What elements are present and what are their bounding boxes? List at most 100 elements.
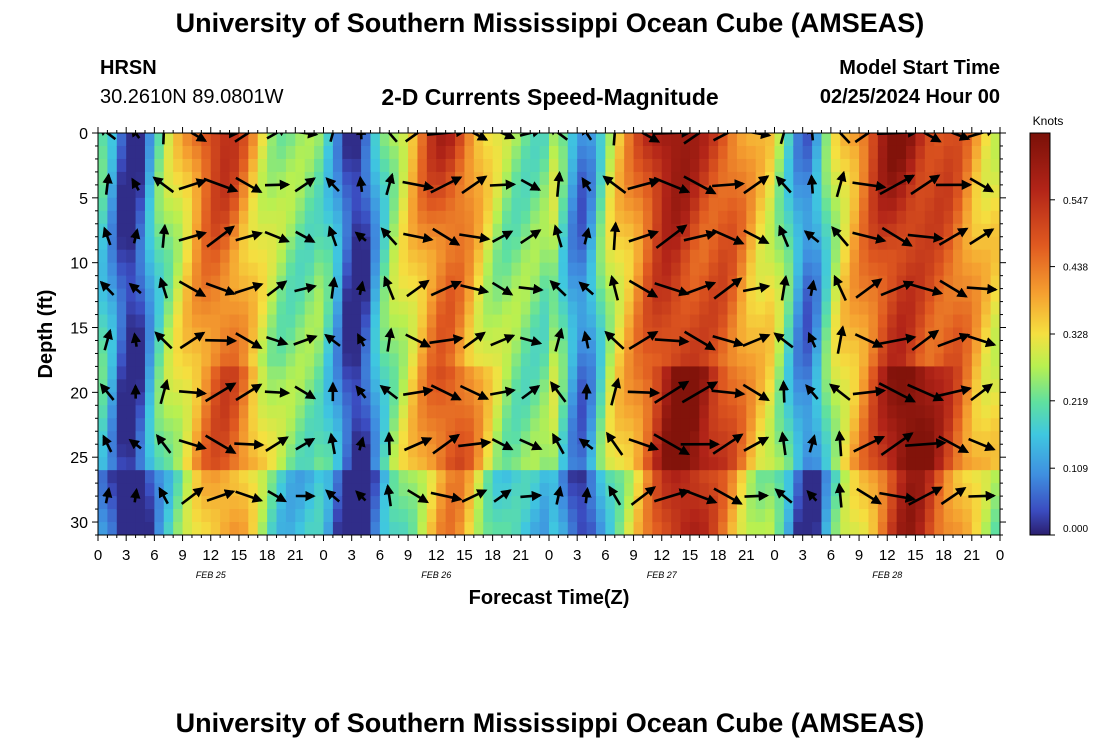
- heatmap-cell: [849, 366, 860, 380]
- heatmap-cell: [436, 223, 447, 238]
- heatmap-cell: [840, 431, 851, 445]
- x-tick-label: 12: [202, 547, 219, 564]
- current-vector-arrow: [628, 279, 659, 298]
- heatmap-cell: [558, 522, 569, 535]
- heatmap-cell: [379, 470, 390, 484]
- heatmap-cell: [332, 210, 343, 225]
- heatmap-cell: [182, 171, 193, 186]
- heatmap-cell: [821, 483, 832, 497]
- heatmap-cell: [887, 431, 898, 445]
- heatmap-cell: [605, 314, 616, 329]
- heatmap-cell: [107, 210, 118, 225]
- heatmap-cell: [361, 340, 372, 355]
- heatmap-cell: [868, 457, 879, 471]
- heatmap-cell: [173, 133, 184, 147]
- heatmap-cell: [285, 249, 296, 264]
- heatmap-cell: [953, 405, 964, 419]
- heatmap-cell: [605, 262, 616, 277]
- heatmap-cell: [586, 301, 597, 316]
- heatmap-cell: [314, 327, 325, 342]
- heatmap-cell: [464, 418, 475, 432]
- current-vector-arrow: [519, 438, 543, 451]
- heatmap-cell: [191, 314, 202, 329]
- heatmap-cell: [116, 431, 127, 445]
- heatmap-cell: [840, 379, 851, 393]
- heatmap-cell: [671, 470, 682, 484]
- heatmap-cell: [765, 340, 776, 355]
- heatmap-cell: [455, 301, 466, 316]
- heatmap-cell: [699, 509, 710, 523]
- heatmap-cell: [812, 509, 823, 523]
- heatmap-cell: [671, 184, 682, 199]
- heatmap-cell: [398, 418, 409, 432]
- heatmap-cell: [699, 431, 710, 445]
- heatmap-cell: [285, 483, 296, 497]
- heatmap-cell: [379, 405, 390, 419]
- heatmap-cell: [107, 379, 118, 393]
- heatmap-cell: [859, 210, 870, 225]
- heatmap-cell: [116, 470, 127, 484]
- heatmap-cell: [774, 236, 785, 251]
- heatmap-cell: [464, 509, 475, 523]
- current-vector-arrow: [154, 331, 173, 350]
- heatmap-cell: [642, 158, 653, 173]
- heatmap-cell: [689, 236, 700, 251]
- heatmap-cell: [699, 158, 710, 173]
- heatmap-cell: [520, 236, 531, 251]
- current-vector-arrow: [743, 436, 770, 452]
- heatmap-cell: [361, 262, 372, 277]
- heatmap-cell: [361, 171, 372, 186]
- heatmap-cell: [953, 236, 964, 251]
- heatmap-cell: [953, 133, 964, 147]
- heatmap-cell: [746, 223, 757, 238]
- heatmap-cell: [755, 496, 766, 510]
- heatmap-cell: [502, 470, 513, 484]
- heatmap-cell: [257, 145, 268, 160]
- heatmap-cell: [793, 262, 804, 277]
- heatmap-cell: [201, 145, 212, 160]
- heatmap-cell: [586, 405, 597, 419]
- heatmap-cell: [389, 340, 400, 355]
- heatmap-cell: [539, 405, 550, 419]
- heatmap-cell: [821, 327, 832, 342]
- heatmap-cell: [163, 210, 174, 225]
- heatmap-cell: [877, 314, 888, 329]
- heatmap-cell: [229, 314, 240, 329]
- heatmap-cell: [849, 275, 860, 290]
- heatmap-cell: [577, 418, 588, 432]
- heatmap-cell: [887, 496, 898, 510]
- heatmap-cell: [173, 418, 184, 432]
- heatmap-cell: [379, 353, 390, 368]
- heatmap-cell: [173, 522, 184, 535]
- heatmap-cell: [163, 392, 174, 406]
- heatmap-cell: [981, 431, 992, 445]
- x-tick-label: 6: [827, 547, 835, 564]
- heatmap-cell: [849, 405, 860, 419]
- heatmap-cell: [511, 288, 522, 303]
- heatmap-cell: [661, 171, 672, 186]
- heatmap-cell: [248, 301, 259, 316]
- heatmap-cell: [661, 444, 672, 458]
- current-vector-arrow: [606, 431, 624, 456]
- heatmap-cell: [408, 340, 419, 355]
- heatmap-cell: [98, 418, 108, 432]
- heatmap-cell: [812, 379, 823, 393]
- heatmap-cell: [285, 197, 296, 212]
- heatmap-cell: [455, 483, 466, 497]
- heatmap-cell: [107, 301, 118, 316]
- heatmap-cell: [793, 327, 804, 342]
- heatmap-cell: [755, 262, 766, 277]
- heatmap-cell: [699, 288, 710, 303]
- heatmap-cell: [558, 379, 569, 393]
- heatmap-cell: [783, 171, 794, 186]
- heatmap-cell: [464, 496, 475, 510]
- heatmap-cell: [793, 210, 804, 225]
- heatmap-cell: [530, 366, 541, 380]
- heatmap-cell: [859, 249, 870, 264]
- heatmap-cell: [877, 262, 888, 277]
- heatmap-cell: [314, 483, 325, 497]
- heatmap-cell: [163, 353, 174, 368]
- heatmap-cell: [502, 158, 513, 173]
- current-vector-arrow: [235, 230, 263, 242]
- heatmap-cell: [173, 509, 184, 523]
